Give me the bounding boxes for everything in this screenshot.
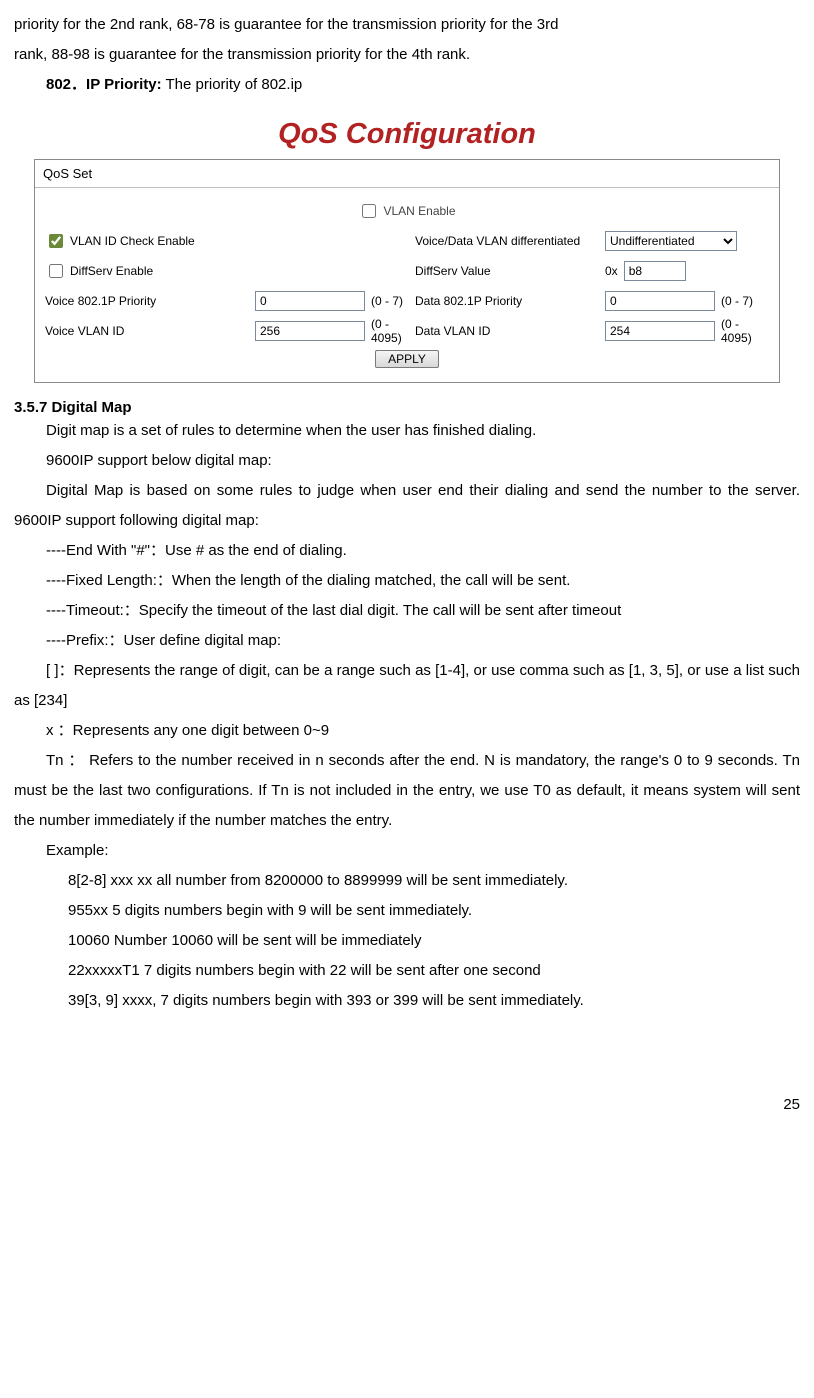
dm-ex5-wrap: 39[3, 9] xxxx, 7 digits numbers begin wi…: [14, 986, 800, 1016]
diffserv-enable-checkbox[interactable]: [49, 264, 63, 278]
intro-line2: rank, 88-98 is guarantee for the transmi…: [14, 40, 800, 70]
diffserv-value-input[interactable]: [624, 261, 686, 281]
dm-ex1-wrap: 8[2-8] xxx xx all number from 8200000 to…: [14, 866, 800, 896]
dm-p9: x ：Represents any one digit between 0~9: [14, 716, 800, 746]
intro-line1: priority for the 2nd rank, 68-78 is guar…: [14, 10, 800, 40]
vlan-enable-label: VLAN Enable: [383, 204, 455, 218]
vvdd-select[interactable]: Undifferentiated: [605, 231, 737, 251]
dm-p10: Tn ： Refers to the number received in n …: [14, 752, 800, 829]
page-number: 25: [0, 1036, 814, 1123]
dm-ex5: 39[3, 9] xxxx, 7 digits numbers begin wi…: [68, 992, 584, 1009]
ip-priority-text: The priority of 802.ip: [162, 76, 303, 93]
diffserv-value-label: DiffServ Value: [415, 264, 491, 278]
voice-vlan-id-label: Voice VLAN ID: [45, 324, 124, 338]
data-8021p-label: Data 802.1P Priority: [415, 294, 522, 308]
dm-p10-wrap: Tn ： Refers to the number received in n …: [14, 746, 800, 836]
voice-8021p-label: Voice 802.1P Priority: [45, 294, 156, 308]
vlan-enable-checkbox[interactable]: [362, 204, 376, 218]
vvdd-label: Voice/Data VLAN differentiated: [415, 234, 580, 248]
apply-button[interactable]: APPLY: [375, 350, 439, 368]
vlan-id-check-checkbox[interactable]: [49, 234, 63, 248]
data-vlan-id-label: Data VLAN ID: [415, 324, 490, 338]
dm-ex3: 10060 Number 10060 will be sent will be …: [14, 926, 800, 956]
digital-map-heading: 3.5.7 Digital Map: [14, 399, 800, 416]
qos-title: QoS Configuration: [14, 118, 800, 151]
voice-vlan-id-range: (0 - 4095): [371, 317, 415, 345]
dm-p3: Digital Map is based on some rules to ju…: [14, 482, 800, 529]
dm-p7: ----Prefix:：User define digital map:: [14, 626, 800, 656]
data-vlan-id-range: (0 - 4095): [721, 317, 769, 345]
dm-p6-wrap: ----Timeout:：Specify the timeout of the …: [14, 596, 800, 626]
dm-p2: 9600IP support below digital map:: [14, 446, 800, 476]
ip-priority-line: 802．IP Priority: The priority of 802.ip: [14, 70, 800, 100]
voice-8021p-range: (0 - 7): [371, 294, 403, 308]
dm-ex4: 22xxxxxT1 7 digits numbers begin with 22…: [14, 956, 800, 986]
data-vlan-id-input[interactable]: [605, 321, 715, 341]
ip-priority-label: 802．IP Priority:: [46, 76, 162, 93]
dm-p5: ----Fixed Length:：When the length of the…: [14, 566, 800, 596]
voice-8021p-input[interactable]: [255, 291, 365, 311]
dm-p11: Example:: [14, 836, 800, 866]
diffserv-enable-label: DiffServ Enable: [70, 264, 153, 278]
dm-p6: ----Timeout:：Specify the timeout of the …: [46, 602, 621, 619]
dm-ex2: 955xx 5 digits numbers begin with 9 will…: [14, 896, 800, 926]
qos-panel: QoS Set VLAN Enable VLAN ID Check Enable…: [34, 159, 780, 383]
diffserv-prefix: 0x: [605, 264, 618, 278]
qos-panel-title: QoS Set: [35, 160, 779, 188]
data-8021p-input[interactable]: [605, 291, 715, 311]
dm-p3-wrap: Digital Map is based on some rules to ju…: [14, 476, 800, 536]
vlan-id-check-label: VLAN ID Check Enable: [70, 234, 195, 248]
dm-p1: Digit map is a set of rules to determine…: [14, 416, 800, 446]
voice-vlan-id-input[interactable]: [255, 321, 365, 341]
dm-p8: [ ]：Represents the range of digit, can b…: [14, 662, 800, 709]
dm-p4: ----End With "#"：Use # as the end of dia…: [14, 536, 800, 566]
data-8021p-range: (0 - 7): [721, 294, 753, 308]
dm-ex1: 8[2-8] xxx xx all number from 8200000 to…: [68, 872, 568, 889]
dm-p8-wrap: [ ]：Represents the range of digit, can b…: [14, 656, 800, 716]
